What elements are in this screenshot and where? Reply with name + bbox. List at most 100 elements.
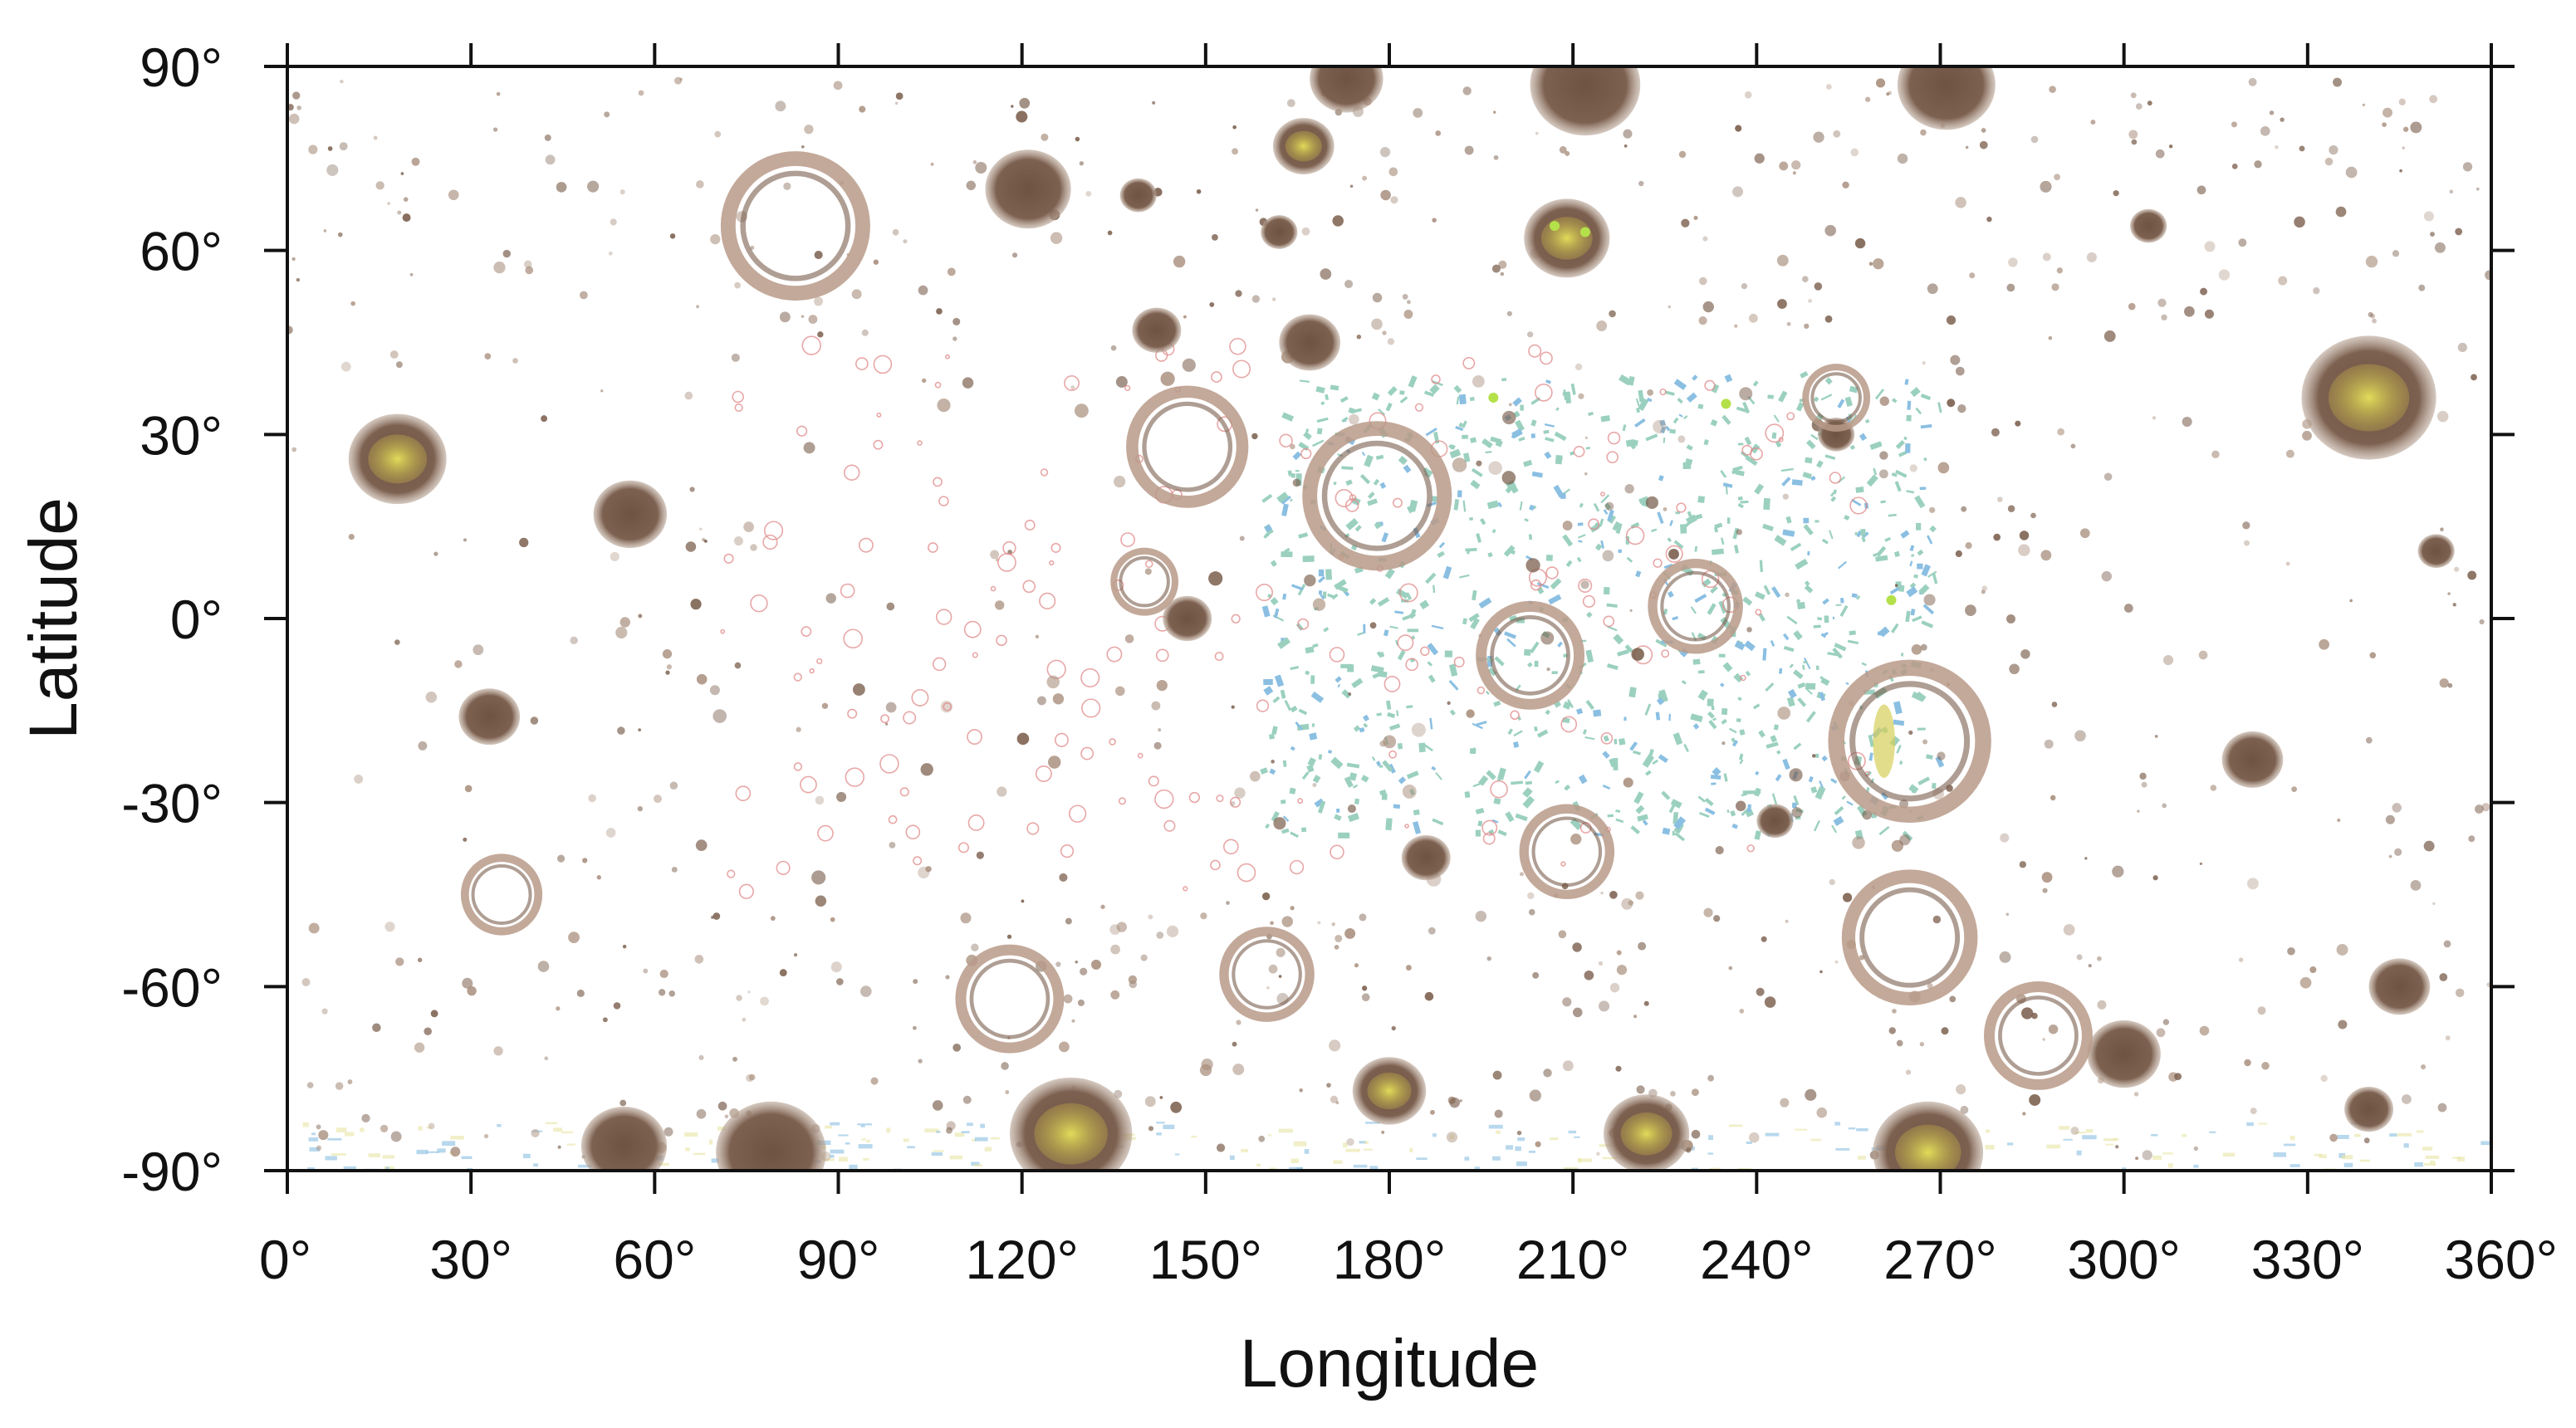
small-crater — [1728, 966, 1733, 971]
highland-patch — [1923, 457, 1927, 462]
highland-patch — [1758, 613, 1766, 622]
polar-patch — [860, 1125, 865, 1127]
highland-patch — [1594, 543, 1603, 551]
small-crater — [2152, 875, 2158, 881]
small-crater — [1128, 975, 1138, 985]
small-crater — [1965, 542, 1972, 550]
highland-patch — [1283, 547, 1290, 554]
small-crater — [588, 794, 596, 803]
small-crater — [1361, 993, 1370, 1002]
highland-patch — [1817, 617, 1823, 621]
small-crater — [2135, 1157, 2139, 1161]
small-crater — [2329, 1133, 2338, 1142]
small-crater — [1735, 800, 1746, 812]
highland-patch — [1775, 750, 1781, 755]
polar-patch — [2182, 1134, 2187, 1137]
small-crater — [1663, 507, 1668, 511]
small-crater — [340, 361, 351, 372]
small-crater-ring — [1035, 765, 1052, 782]
polar-patch — [1848, 1127, 1856, 1130]
small-crater-ring — [1106, 646, 1123, 663]
highland-patch — [1813, 396, 1819, 403]
highland-patch — [1533, 726, 1538, 732]
small-crater — [348, 533, 355, 540]
small-crater-ring — [1560, 861, 1566, 867]
highland-patch — [1377, 597, 1390, 607]
small-crater-ring — [1060, 844, 1075, 858]
small-crater — [464, 785, 473, 793]
small-crater — [2103, 330, 2116, 342]
small-crater — [1715, 845, 1724, 855]
small-crater — [1153, 741, 1162, 750]
highland-patch — [1378, 408, 1386, 416]
small-crater — [736, 995, 742, 1001]
small-crater-ring — [1050, 542, 1061, 553]
polar-patch — [966, 1122, 973, 1127]
highland-patch — [1397, 649, 1406, 661]
highland-patch — [1832, 616, 1835, 620]
highland-patch — [1410, 609, 1417, 617]
highland-patch — [1722, 662, 1733, 672]
highland-patch — [1384, 568, 1395, 580]
small-crater-ring — [938, 496, 949, 506]
small-crater — [292, 91, 301, 100]
small-crater — [1230, 800, 1236, 806]
map-plot-area — [287, 66, 2491, 1171]
small-crater — [1493, 110, 1496, 114]
highland-patch — [1307, 757, 1316, 767]
small-crater — [2101, 570, 2113, 582]
small-crater — [1255, 208, 1259, 212]
small-crater — [653, 795, 663, 804]
small-crater — [748, 1073, 756, 1081]
polar-patch — [1602, 1157, 1618, 1160]
highland-patch — [1320, 594, 1325, 600]
small-crater-ring — [1289, 859, 1305, 875]
crater-floor — [1261, 215, 1298, 249]
highland-patch — [1919, 487, 1927, 491]
small-crater — [1721, 741, 1726, 746]
small-crater — [2439, 678, 2449, 688]
highland-patch — [1281, 412, 1295, 422]
highland-patch — [1803, 517, 1810, 524]
highland-patch — [1295, 721, 1303, 731]
highland-patch — [1431, 765, 1437, 771]
crater-basin — [348, 413, 447, 505]
small-crater-ring — [1383, 676, 1401, 692]
highland-patch — [1398, 456, 1408, 466]
highland-patch — [1340, 663, 1353, 668]
highland-patch — [1408, 499, 1418, 512]
small-crater — [613, 1002, 621, 1010]
small-crater — [2382, 122, 2387, 127]
small-crater — [1239, 536, 1245, 541]
polar-patch — [561, 1131, 573, 1134]
small-crater — [760, 996, 769, 1006]
small-crater — [696, 305, 700, 309]
small-crater — [1080, 967, 1088, 976]
highland-patch — [1518, 437, 1526, 442]
small-crater — [308, 922, 320, 934]
bright-spot — [1886, 594, 1897, 605]
highland-patch — [1389, 625, 1398, 629]
small-crater-ring — [1080, 746, 1095, 760]
small-crater — [2471, 374, 2477, 381]
highland-patch — [1554, 431, 1567, 442]
small-crater — [2029, 1093, 2041, 1106]
crater-floor — [2344, 1086, 2394, 1132]
small-crater — [463, 538, 468, 542]
polar-patch — [2290, 1164, 2300, 1167]
highland-patch — [1731, 737, 1736, 743]
small-crater — [1494, 1109, 1503, 1118]
highland-patch — [1783, 645, 1795, 653]
highland-patch — [1741, 793, 1748, 797]
polar-patch — [531, 1130, 543, 1132]
highland-patch — [1922, 604, 1935, 615]
small-crater — [1570, 834, 1582, 845]
small-crater — [1527, 892, 1535, 900]
small-crater — [454, 660, 463, 668]
highland-patch — [1396, 588, 1409, 599]
highland-patch — [1562, 534, 1574, 547]
highland-patch — [1754, 483, 1765, 495]
small-crater — [1624, 484, 1634, 494]
polar-patch — [327, 1137, 342, 1141]
small-crater — [2324, 157, 2334, 166]
